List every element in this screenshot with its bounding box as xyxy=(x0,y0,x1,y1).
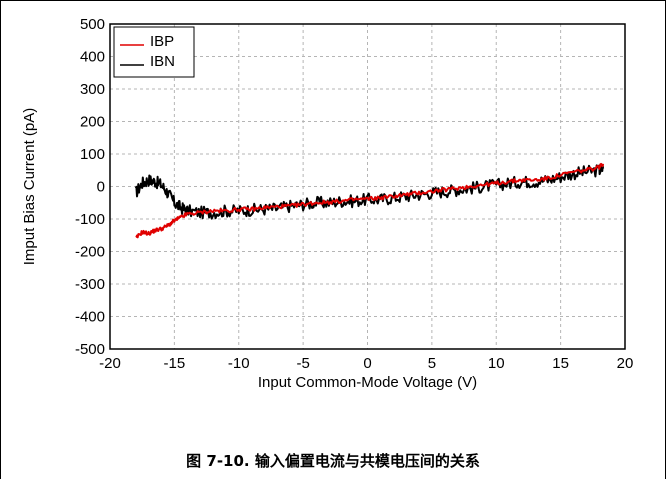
y-tick-label: -200 xyxy=(75,244,105,261)
legend: IBP IBN xyxy=(113,26,195,78)
series-line-ibp xyxy=(135,162,605,239)
x-tick-label: 5 xyxy=(428,355,436,372)
legend-label-ibn: IBN xyxy=(150,53,175,70)
y-tick-label: -500 xyxy=(75,341,105,358)
y-tick-label: 200 xyxy=(80,114,105,131)
legend-label-ibp: IBP xyxy=(150,33,174,50)
x-tick-label: 20 xyxy=(617,355,634,372)
x-tick-label: 10 xyxy=(488,355,505,372)
y-tick-label: -300 xyxy=(75,276,105,293)
y-tick-label: 100 xyxy=(80,146,105,163)
x-tick-label: 0 xyxy=(363,355,371,372)
legend-box xyxy=(113,26,195,78)
y-tick-label: 500 xyxy=(80,16,105,33)
y-tick-label: 0 xyxy=(97,179,105,196)
x-tick-label: -15 xyxy=(164,355,186,372)
plot-frame xyxy=(109,23,626,350)
x-tick-label: -10 xyxy=(228,355,250,372)
x-tick-label: -20 xyxy=(99,355,121,372)
y-tick-label: 400 xyxy=(80,49,105,66)
x-tick-label: 15 xyxy=(552,355,569,372)
axes-layer: -20 -15 -10 -5 0 5 10 15 20 500 400 300 200 100 0 -100 -… xyxy=(75,16,633,372)
y-tick-label: -100 xyxy=(75,211,105,228)
x-tick-label: -5 xyxy=(296,355,309,372)
y-tick-label: -400 xyxy=(75,309,105,326)
figure-caption: 图 7-10. 输入偏置电流与共模电压间的关系 xyxy=(186,452,480,470)
y-axis-title: Imput Bias Current (pA) xyxy=(21,108,38,266)
grid-layer xyxy=(110,24,625,349)
y-tick-label: 300 xyxy=(80,81,105,98)
x-axis-title: Input Common-Mode Voltage (V) xyxy=(258,374,477,391)
data-layer xyxy=(134,162,605,239)
